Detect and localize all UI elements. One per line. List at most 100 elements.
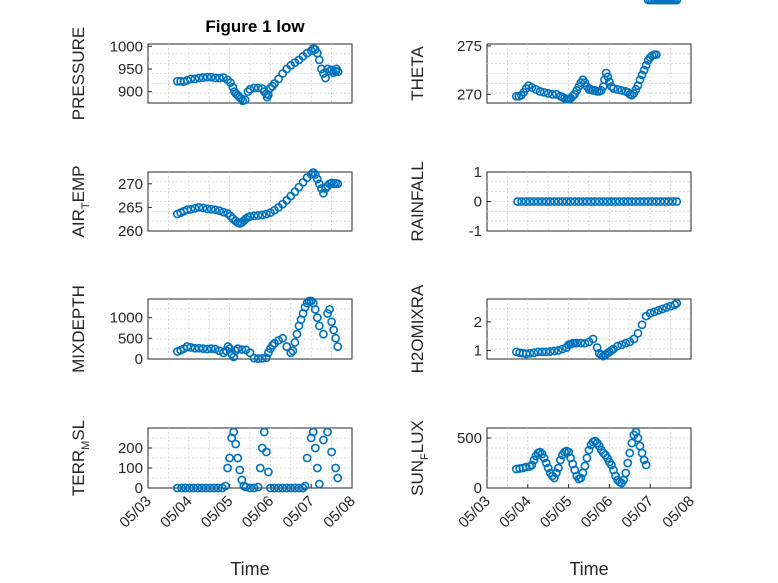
subplot-3: 260 265 270 AIRTEMP — [69, 166, 353, 240]
y-tick-label: 200 — [118, 440, 143, 457]
data-point — [302, 453, 312, 463]
data-point — [288, 346, 298, 356]
data-point — [549, 197, 559, 206]
data-point — [210, 344, 220, 354]
y-tick-label: 950 — [118, 61, 143, 78]
x-axis-label: Time — [230, 559, 269, 579]
data-point — [558, 344, 567, 354]
x-tick-label: 05/03 — [455, 493, 494, 532]
data-point — [257, 353, 267, 363]
data-point — [547, 89, 557, 99]
data-point — [525, 462, 535, 471]
data-point — [240, 95, 250, 105]
data-point — [607, 197, 616, 206]
y-tick-label: 0 — [474, 194, 482, 211]
data-point — [190, 343, 200, 353]
data-point — [556, 455, 565, 465]
data-point — [566, 197, 576, 206]
data-point — [541, 197, 551, 206]
data-point — [545, 197, 555, 206]
data-point — [527, 460, 537, 470]
data-point — [568, 91, 578, 101]
data-point — [261, 209, 271, 219]
data-point — [186, 74, 196, 84]
data-point — [619, 197, 629, 206]
data-point — [290, 338, 300, 347]
data-point — [539, 453, 549, 463]
x-tick-label: 05/06 — [239, 493, 278, 532]
data-point — [253, 211, 263, 220]
data-point — [333, 473, 343, 483]
data-point — [316, 64, 326, 74]
x-tick-label: 05/05 — [537, 493, 576, 532]
data-point — [172, 483, 182, 493]
data-point — [314, 321, 324, 331]
data-point — [268, 340, 277, 350]
y-tick-label: 260 — [118, 223, 143, 240]
data-point — [202, 344, 212, 354]
data-point — [549, 346, 559, 356]
data-point — [181, 483, 190, 493]
data-point — [549, 473, 559, 483]
data-point — [535, 447, 545, 457]
y-tick-label: 1 — [474, 342, 482, 359]
data-point — [198, 203, 208, 213]
data-point — [649, 307, 659, 317]
subplot-2: 270 275 THETA — [408, 0, 692, 104]
data-point — [574, 197, 584, 206]
data-point — [225, 453, 234, 463]
data-point — [327, 317, 336, 327]
data-point — [292, 329, 302, 339]
data-point — [282, 483, 292, 493]
data-point — [668, 197, 678, 206]
x-tick-label: 05/03 — [116, 493, 155, 532]
data-point — [319, 329, 328, 339]
data-point — [633, 433, 643, 443]
data-point — [639, 455, 649, 465]
data-point — [558, 197, 567, 206]
data-point — [541, 458, 551, 468]
data-point — [235, 465, 245, 475]
y-tick-label: 275 — [457, 38, 482, 55]
data-point — [594, 197, 604, 206]
y-tick-label: 0 — [474, 480, 482, 497]
data-point — [306, 296, 316, 306]
data-point — [554, 463, 563, 473]
data-point — [533, 197, 543, 206]
y-tick-label: -1 — [469, 223, 482, 240]
data-point — [576, 338, 586, 348]
data-point — [529, 197, 539, 206]
data-point — [580, 461, 590, 471]
data-point — [319, 435, 328, 445]
data-point — [226, 78, 235, 87]
data-point — [627, 438, 637, 448]
data-point — [194, 202, 204, 212]
data-point — [223, 463, 232, 473]
data-point — [592, 343, 602, 352]
data-point — [539, 87, 549, 97]
data-point — [282, 342, 292, 351]
data-point — [576, 473, 586, 483]
data-point — [333, 67, 343, 77]
data-point — [327, 447, 336, 457]
data-point — [641, 460, 651, 470]
x-tick-label: 05/06 — [578, 493, 617, 532]
y-tick-label: 270 — [118, 176, 143, 193]
y-tick-label: 1000 — [110, 310, 143, 327]
data-point — [656, 197, 665, 206]
data-point — [290, 483, 300, 493]
data-point — [662, 303, 671, 312]
data-point — [533, 347, 543, 357]
x-axis-label: Time — [569, 559, 608, 579]
data-point — [639, 197, 649, 206]
data-point — [228, 82, 238, 92]
data-point — [241, 482, 251, 492]
data-point — [206, 204, 216, 214]
data-point — [312, 463, 322, 473]
data-point — [607, 460, 616, 470]
y-tick-label: 265 — [118, 199, 143, 216]
data-point — [525, 348, 535, 358]
data-point — [310, 443, 320, 453]
y-tick-label: 900 — [118, 84, 143, 101]
data-point — [261, 353, 271, 363]
